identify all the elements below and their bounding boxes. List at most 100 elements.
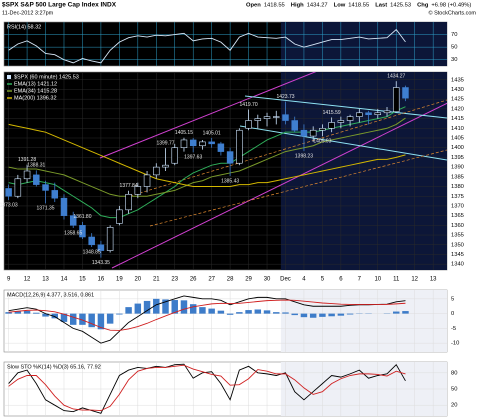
y-tick-label: 1345 (451, 252, 464, 258)
histogram-bar (116, 313, 123, 315)
y-tick-label: -10 (451, 341, 459, 347)
moving-average (8, 117, 406, 197)
histogram-bar (199, 307, 206, 314)
histogram-bar (328, 313, 335, 317)
y-tick-label: -5 (451, 326, 456, 332)
price-annotation: 1391.28 (18, 157, 36, 163)
price-annotation: 1397.63 (184, 155, 202, 161)
y-tick-label: 1360 (451, 223, 464, 229)
x-tick-label: 12 (24, 277, 31, 283)
moving-average (8, 106, 406, 219)
y-tick-label: 1390 (451, 165, 464, 171)
histogram-bar (33, 312, 40, 314)
legend-label: MA(200) 1396.32 (14, 95, 57, 101)
x-tick-label: 4 (302, 277, 306, 283)
candle-body (116, 209, 123, 224)
candle-body (236, 129, 243, 164)
histogram-bar (319, 313, 326, 317)
histogram-bar (97, 313, 105, 330)
histogram-bar (245, 310, 252, 314)
histogram-bar (134, 303, 142, 314)
candle-body (162, 164, 169, 168)
y-tick-label: 1405 (451, 136, 464, 142)
legend-label: EMA(34) 1415.28 (14, 88, 57, 94)
panel-title: MACD(12,26,9) 4.377, 3.516, 0.861 (7, 292, 94, 298)
histogram-bar (88, 313, 95, 328)
candle-body (273, 116, 280, 118)
y-tick-label: 1425 (451, 97, 464, 103)
candle-body (79, 225, 86, 238)
candle-body (5, 188, 12, 197)
candle-body (374, 112, 382, 116)
histogram-bar (282, 312, 289, 314)
chart-subtitle: 11-Dec-2012 3:27pm (2, 10, 54, 16)
candle-body (226, 151, 234, 164)
histogram-bar (402, 311, 409, 314)
candle-body (143, 174, 151, 187)
y-tick-label: 50 (451, 387, 457, 393)
y-tick-label: 1385 (451, 174, 464, 180)
x-tick-label: 29 (245, 277, 252, 283)
y-tick-label: 50 (451, 45, 457, 51)
price-annotation: 1388.31 (27, 163, 45, 169)
quote-value: +6.98 (+0.49%) (431, 3, 471, 9)
histogram-bar (180, 300, 188, 314)
histogram-bar (291, 313, 298, 316)
channel-line (111, 102, 447, 269)
x-tick-label: 10 (374, 277, 381, 283)
histogram-bar (14, 311, 22, 314)
histogram-bar (208, 308, 215, 314)
x-tick-label: 12 (411, 277, 418, 283)
x-tick-label: 11 (393, 277, 400, 283)
histogram-bar (226, 313, 234, 315)
y-tick-label: 1340 (451, 262, 464, 268)
y-tick-label: 1420 (451, 106, 464, 112)
candle-body (291, 120, 298, 131)
candle-body (263, 116, 271, 119)
panel-title: RSI(14) 58.32 (7, 24, 41, 30)
channel-line (99, 72, 317, 159)
histogram-bar (153, 298, 160, 314)
y-tick-label: 0 (451, 311, 454, 317)
panel-shade (280, 290, 447, 352)
candle-body (245, 120, 252, 129)
series-line (8, 299, 406, 331)
candle-body (337, 120, 345, 123)
x-tick-label: 23 (171, 277, 178, 283)
dashed-line (149, 149, 447, 227)
candle-body (208, 141, 215, 145)
candle-body (42, 184, 49, 191)
x-tick-label: 20 (134, 277, 141, 283)
trend-lines (5, 72, 447, 269)
histogram-bar (309, 313, 317, 318)
price-annotation: 1361.80 (73, 214, 91, 220)
candle-body (309, 129, 317, 137)
y-tick-label: 5 (451, 296, 454, 302)
x-tick-label: 14 (61, 277, 68, 283)
moving-average (8, 123, 406, 188)
histogram-bar (125, 307, 132, 314)
candle-body (97, 244, 105, 251)
price-annotation: 1423.73 (276, 94, 294, 100)
candle-body (23, 170, 31, 180)
histogram-bar (42, 313, 49, 317)
histogram-bar (143, 300, 151, 314)
y-tick-label: 1365 (451, 213, 464, 219)
candle-body (254, 118, 262, 121)
x-tick-label: 9 (7, 277, 11, 283)
x-tick-label: 5 (321, 277, 325, 283)
histogram-bar (337, 313, 345, 316)
price-annotation: 1419.70 (240, 102, 258, 108)
candle-body (402, 87, 409, 99)
x-tick-label: 16 (98, 277, 105, 283)
price-annotation: 1399.77 (156, 140, 174, 146)
y-tick-label: 30 (451, 57, 457, 63)
price-annotation: 1373.03 (0, 202, 18, 208)
y-tick-label: 1415 (451, 116, 464, 122)
quote-value: 1418.55 (348, 3, 369, 9)
price-annotation: 1377.84 (120, 183, 138, 189)
series-line (8, 363, 406, 414)
y-tick-label: 1430 (451, 87, 464, 93)
